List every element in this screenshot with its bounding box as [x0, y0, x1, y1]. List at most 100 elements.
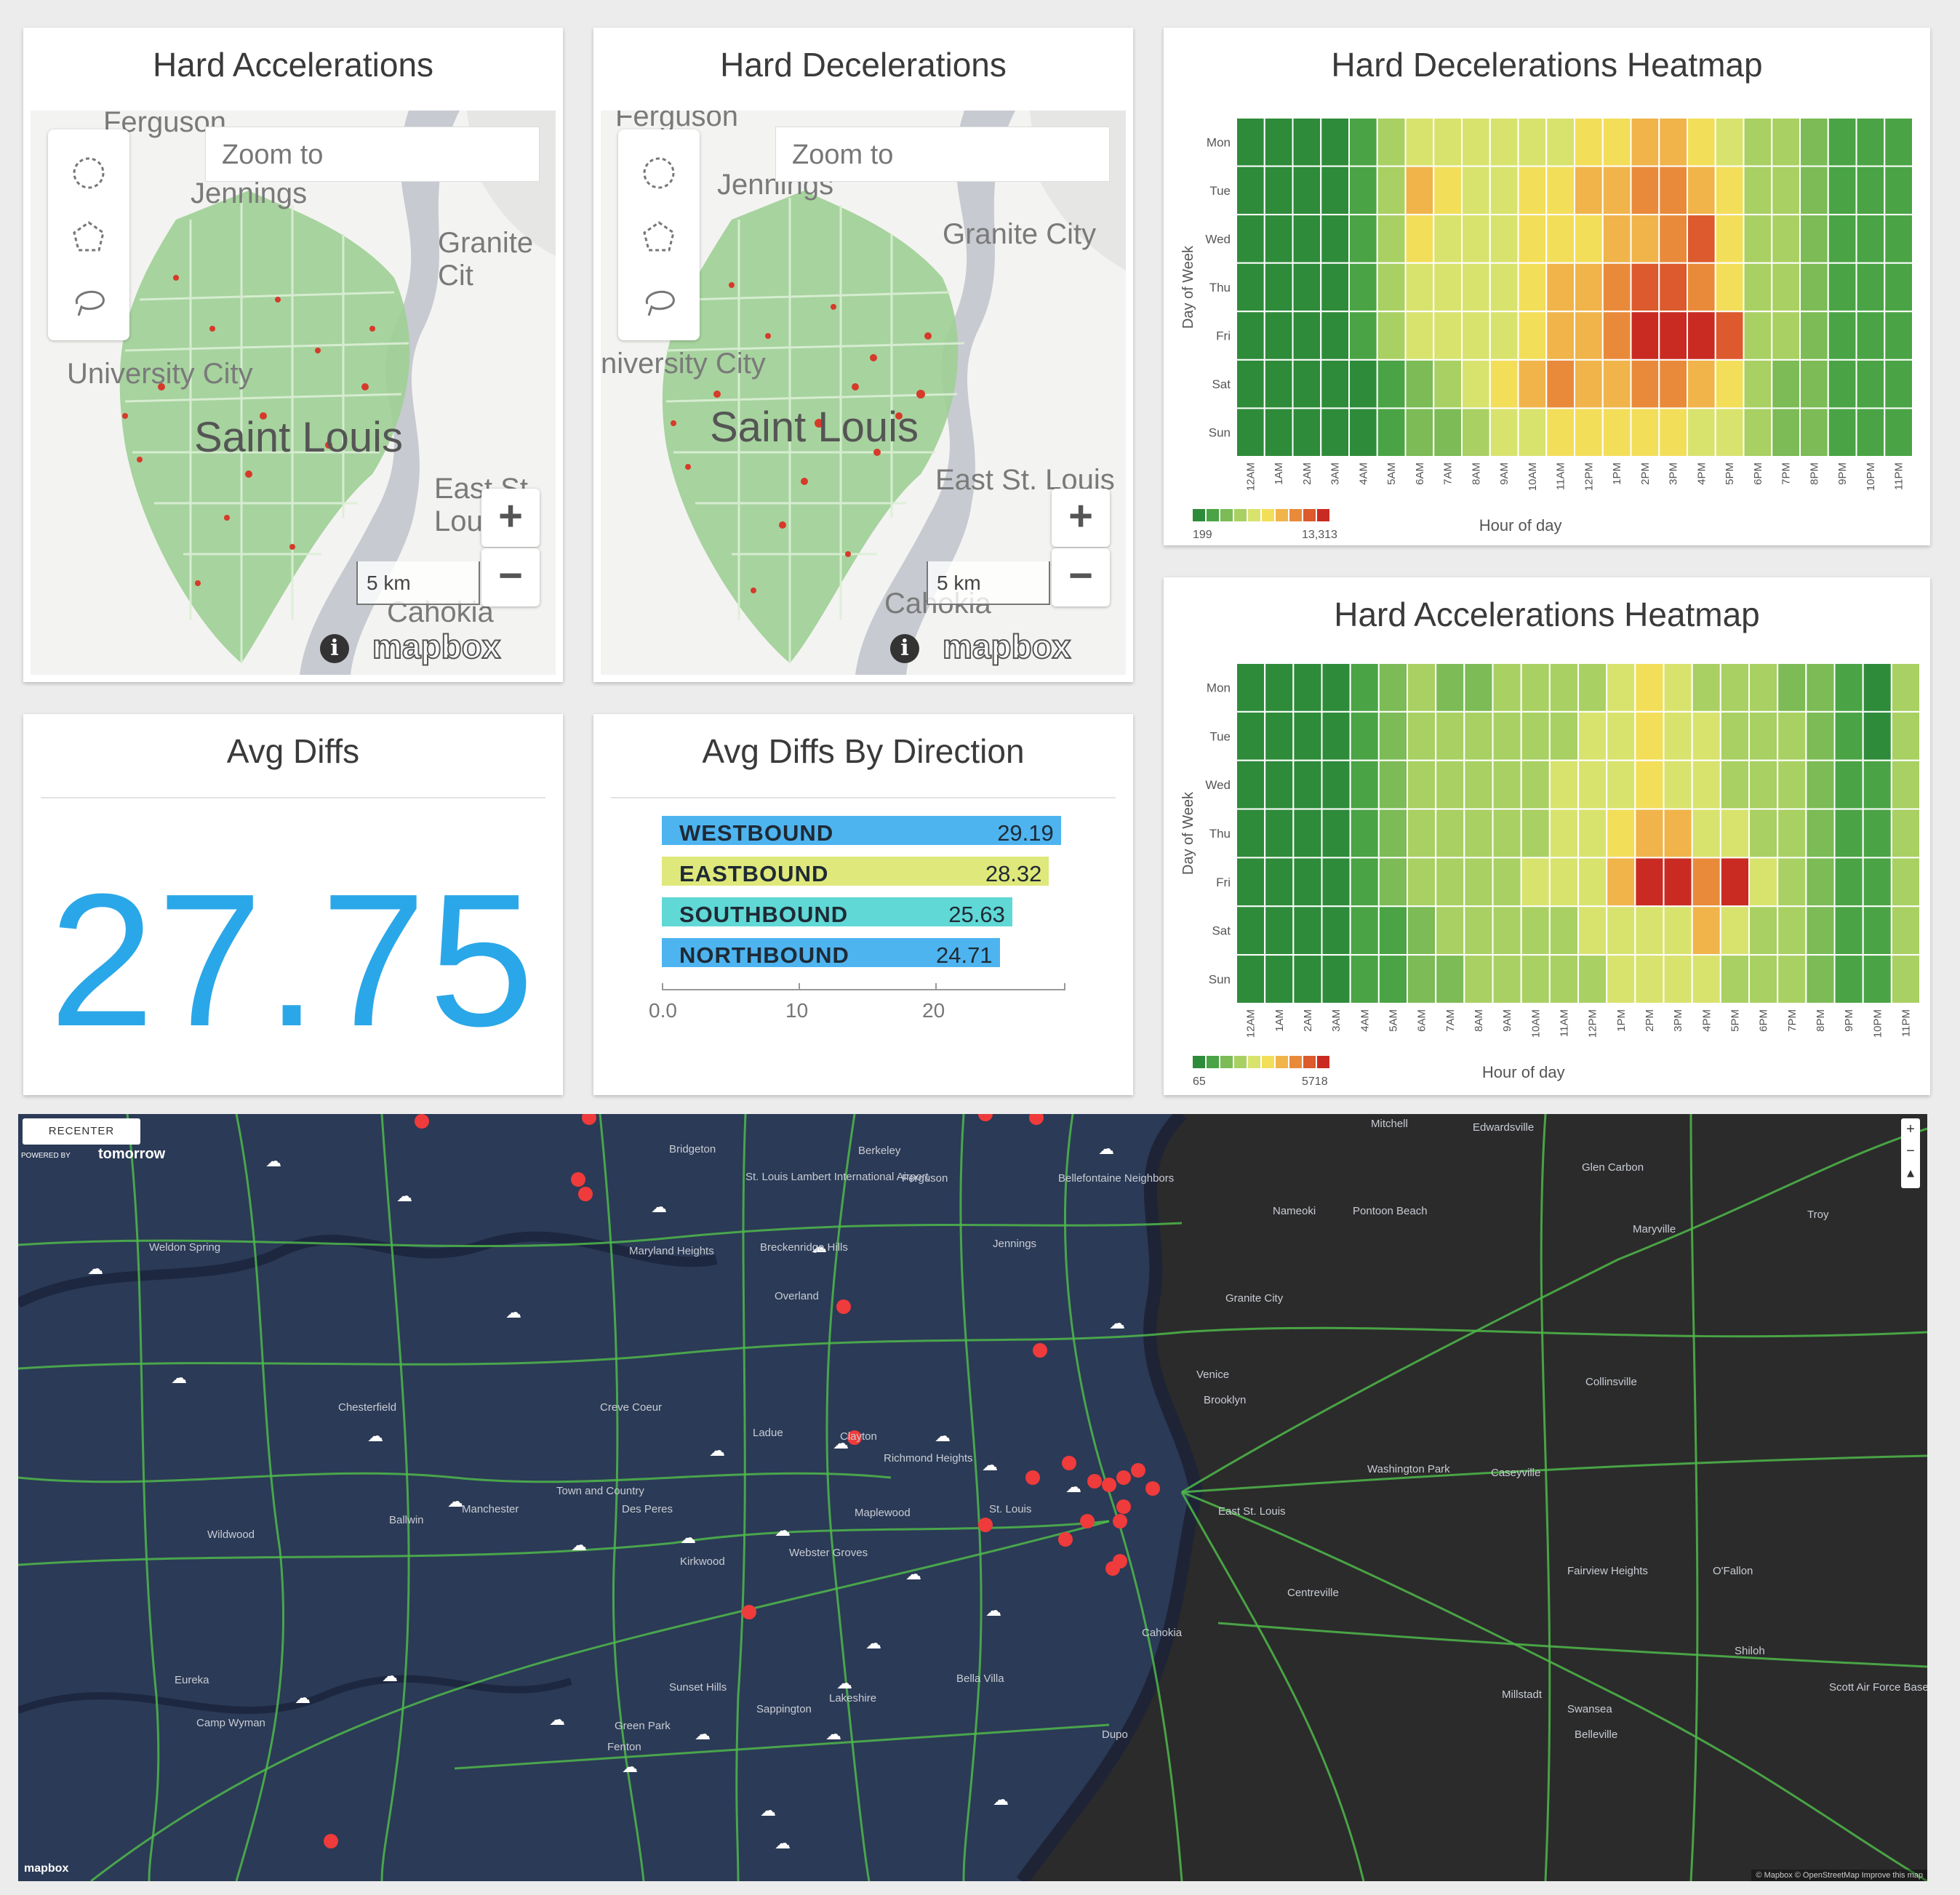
heatmap-cell[interactable] — [1461, 358, 1491, 409]
heatmap-cell[interactable] — [1321, 954, 1351, 1005]
heatmap-cell[interactable] — [1292, 710, 1323, 761]
heatmap-cell[interactable] — [1407, 710, 1437, 761]
heatmap-cell[interactable] — [1658, 117, 1688, 167]
incident-marker[interactable] — [847, 1430, 862, 1445]
heatmap-cell[interactable] — [1407, 662, 1437, 713]
heatmap-cell[interactable] — [1463, 905, 1494, 956]
direction-bar[interactable]: NORTHBOUND 24.71 — [662, 938, 1000, 968]
incident-marker[interactable] — [1102, 1478, 1116, 1492]
heatmap-cell[interactable] — [1348, 117, 1378, 167]
heatmap-cell[interactable] — [1461, 117, 1491, 167]
heatmap-cell[interactable] — [1376, 214, 1407, 264]
heatmap-cell[interactable] — [1719, 662, 1750, 713]
heatmap-cell[interactable] — [1606, 808, 1636, 859]
incident-marker[interactable] — [1080, 1514, 1095, 1529]
heatmap-cell[interactable] — [1574, 407, 1604, 458]
zoom-to-input[interactable]: Zoom to — [205, 127, 540, 182]
heatmap-cell[interactable] — [1435, 759, 1465, 810]
heatmap-cell[interactable] — [1833, 905, 1864, 956]
heatmap-cell[interactable] — [1517, 214, 1548, 264]
heatmap-cell[interactable] — [1634, 710, 1665, 761]
heatmap-cell[interactable] — [1320, 165, 1350, 216]
heatmap-cell[interactable] — [1377, 662, 1409, 713]
heatmap-cell[interactable] — [1771, 262, 1801, 313]
heatmap-cell[interactable] — [1520, 808, 1551, 859]
incident-marker[interactable] — [1029, 1114, 1044, 1125]
heatmap-cell[interactable] — [1827, 262, 1857, 313]
heatmap-cell[interactable] — [1548, 808, 1579, 859]
heatmap-cell[interactable] — [1805, 857, 1836, 908]
heatmap-cell[interactable] — [1743, 407, 1773, 458]
heatmap-cell[interactable] — [1805, 808, 1836, 859]
heatmap-cell[interactable] — [1719, 759, 1750, 810]
heatmap-cell[interactable] — [1687, 165, 1716, 216]
heatmap-cell[interactable] — [1658, 358, 1688, 409]
heatmap-cell[interactable] — [1492, 808, 1522, 859]
heatmap-cell[interactable] — [1377, 954, 1409, 1005]
incident-marker[interactable] — [1062, 1456, 1076, 1470]
heatmap-cell[interactable] — [1461, 407, 1491, 458]
heatmap-cell[interactable] — [1404, 407, 1435, 458]
weather-cloud-icon[interactable]: ☁ — [396, 1187, 412, 1205]
heatmap-cell[interactable] — [1461, 262, 1491, 313]
heatmap-cell[interactable] — [1321, 857, 1351, 908]
heatmap-cell[interactable] — [1463, 759, 1494, 810]
heatmap-cell[interactable] — [1404, 311, 1435, 361]
weather-cloud-icon[interactable]: ☁ — [171, 1369, 187, 1387]
heatmap-cell[interactable] — [1777, 905, 1807, 956]
heatmap-cell[interactable] — [1407, 905, 1437, 956]
heatmap-cell[interactable] — [1321, 759, 1351, 810]
heatmap-cell[interactable] — [1263, 262, 1294, 313]
heatmap-cell[interactable] — [1634, 808, 1665, 859]
heatmap-cell[interactable] — [1630, 165, 1660, 216]
heatmap-cell[interactable] — [1574, 214, 1604, 264]
heatmap-cell[interactable] — [1348, 358, 1378, 409]
map-zoom-controls[interactable]: + − ▴ — [1901, 1118, 1920, 1188]
heatmap-cell[interactable] — [1658, 165, 1688, 216]
weather-cloud-icon[interactable]: ☁ — [825, 1725, 841, 1743]
info-icon[interactable]: i — [890, 634, 919, 663]
heatmap-cell[interactable] — [1349, 905, 1380, 956]
circle-select-icon[interactable] — [70, 154, 108, 192]
heatmap-cell[interactable] — [1574, 165, 1604, 216]
heatmap-cell[interactable] — [1463, 710, 1494, 761]
heatmap-cell[interactable] — [1320, 117, 1350, 167]
heatmap-cell[interactable] — [1489, 407, 1519, 458]
weather-cloud-icon[interactable]: ☁ — [865, 1634, 881, 1652]
heatmap-cell[interactable] — [1264, 808, 1295, 859]
heatmap-cell[interactable] — [1687, 311, 1716, 361]
heatmap-cell[interactable] — [1264, 759, 1295, 810]
heatmap-cell[interactable] — [1263, 165, 1294, 216]
heatmap-cell[interactable] — [1719, 905, 1750, 956]
heatmap-cell[interactable] — [1719, 954, 1750, 1005]
heatmap-cell[interactable] — [1827, 117, 1857, 167]
incident-marker[interactable] — [1033, 1343, 1047, 1358]
heatmap-cell[interactable] — [1743, 214, 1773, 264]
heatmap-cell[interactable] — [1236, 407, 1265, 458]
heatmap-cell[interactable] — [1321, 710, 1351, 761]
heatmap-cell[interactable] — [1377, 759, 1409, 810]
heatmap-cell[interactable] — [1855, 262, 1886, 313]
heatmap-cell[interactable] — [1687, 214, 1716, 264]
heatmap-cell[interactable] — [1376, 407, 1407, 458]
heatmap-cell[interactable] — [1320, 311, 1350, 361]
incident-marker[interactable] — [582, 1114, 596, 1125]
heatmap-cell[interactable] — [1520, 710, 1551, 761]
heatmap-cell[interactable] — [1236, 165, 1265, 216]
incident-marker[interactable] — [578, 1187, 593, 1201]
heatmap-cell[interactable] — [1577, 905, 1608, 956]
heatmap-cell[interactable] — [1348, 407, 1378, 458]
heatmap-cell[interactable] — [1517, 117, 1548, 167]
heatmap-cell[interactable] — [1862, 759, 1892, 810]
heatmap-cell[interactable] — [1292, 759, 1323, 810]
heatmap-cell[interactable] — [1348, 262, 1378, 313]
heatmap-cell[interactable] — [1463, 857, 1494, 908]
heatmap-cell[interactable] — [1349, 759, 1380, 810]
heatmap-cell[interactable] — [1264, 857, 1295, 908]
weather-cloud-icon[interactable]: ☁ — [447, 1492, 463, 1510]
heatmap-cell[interactable] — [1748, 808, 1779, 859]
heatmap-cell[interactable] — [1545, 262, 1575, 313]
heatmap-cell[interactable] — [1404, 214, 1435, 264]
heatmap-cell[interactable] — [1833, 857, 1864, 908]
heatmap-cell[interactable] — [1292, 165, 1322, 216]
